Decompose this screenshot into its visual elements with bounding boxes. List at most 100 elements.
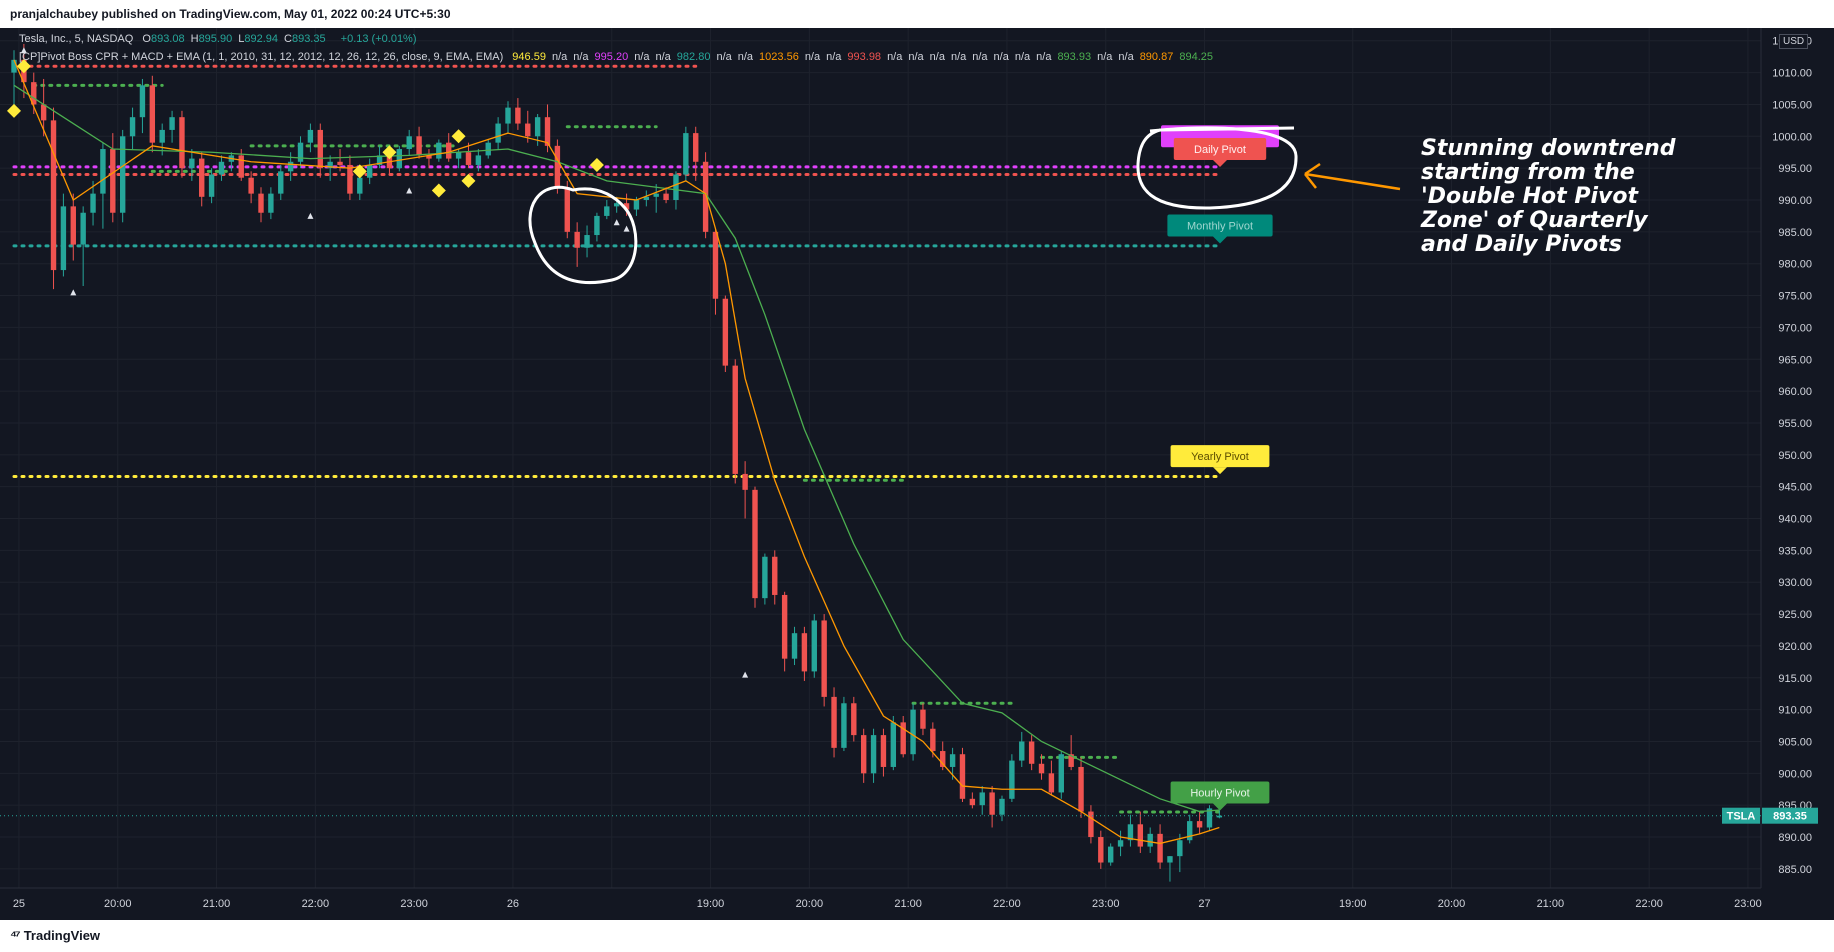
- tradingview-logo[interactable]: ⁴⁷ TradingView: [10, 927, 100, 943]
- indicator-value: n/a: [804, 51, 821, 63]
- diamond-marker: [16, 59, 31, 74]
- price-tick-label: 905.00: [1778, 736, 1812, 748]
- candle-body: [208, 174, 215, 197]
- ema-fast-line: [13, 59, 1220, 845]
- candle-body: [475, 155, 482, 165]
- price-tick-label: 990.00: [1778, 195, 1812, 207]
- pivot-label-box: [1173, 138, 1267, 161]
- legend-row-symbol: Tesla, Inc., 5, NASDAQ O893.08 H895.90 L89…: [19, 33, 423, 45]
- triangle-marker: [623, 225, 630, 232]
- candle-body: [564, 187, 570, 232]
- candle-body: [880, 735, 887, 767]
- candle-body: [416, 136, 422, 156]
- candle-body: [1187, 821, 1193, 841]
- candle-body: [940, 751, 946, 767]
- candle-body: [801, 633, 808, 672]
- arrow-drawing: [1304, 162, 1401, 191]
- indicator-value: n/a: [908, 51, 924, 63]
- candle-body: [50, 120, 57, 271]
- candle-body: [683, 133, 689, 175]
- candle-body: [396, 149, 403, 169]
- candle-body: [495, 123, 501, 143]
- candle-body: [860, 735, 867, 774]
- time-tick-label: 19:00: [1339, 898, 1367, 910]
- candle-body: [327, 161, 333, 169]
- price-tick-label: 980.00: [1778, 259, 1812, 271]
- time-axis: [0, 888, 1834, 920]
- candle-body: [357, 177, 363, 194]
- candle-body: [712, 231, 719, 299]
- candle-body: [1177, 840, 1183, 857]
- candle-body: [1157, 833, 1163, 863]
- price-tick-label: 1000.00: [1772, 131, 1812, 143]
- price-axis: [1761, 28, 1834, 888]
- pivot-label-box: [1170, 781, 1270, 804]
- time-tick-label: 23:00: [400, 898, 428, 910]
- candle-body: [604, 206, 610, 216]
- time-tick-label: 22:00: [302, 898, 330, 910]
- candle-body: [1048, 773, 1055, 793]
- candle-body: [890, 722, 897, 767]
- candle-body: [831, 696, 837, 748]
- candle-body: [149, 85, 156, 143]
- time-tick-label: 23:00: [1734, 898, 1762, 910]
- candle-body: [1216, 815, 1223, 818]
- candle-body: [693, 133, 699, 162]
- triangle-marker: [307, 212, 314, 219]
- time-tick-label: 22:00: [993, 898, 1021, 910]
- candle-body: [515, 107, 521, 124]
- price-tick-label: 1010.00: [1772, 68, 1812, 80]
- candle-body: [525, 123, 531, 137]
- candle-body: [485, 142, 491, 156]
- candle-body: [1088, 811, 1094, 838]
- currency-badge[interactable]: USD: [1779, 34, 1809, 49]
- candle-body: [841, 703, 847, 748]
- time-tick-label: 20:00: [1438, 898, 1466, 910]
- price-tick-label: 935.00: [1778, 545, 1812, 557]
- candle-body: [1009, 760, 1015, 799]
- indicator-value: n/a: [887, 51, 903, 63]
- candle-body: [1167, 856, 1173, 863]
- candle-body: [179, 117, 185, 169]
- candle-body: [1206, 808, 1213, 828]
- candle-body: [752, 489, 758, 599]
- candle-body: [870, 735, 877, 774]
- legend-close: 893.35: [291, 33, 326, 45]
- candle-body: [999, 798, 1005, 815]
- candle-body: [702, 161, 709, 232]
- candle-body: [455, 152, 462, 159]
- indicator-value: 995.20: [594, 51, 629, 63]
- legend-indicator[interactable]: [CP]Pivot Boss CPR + MACD + EMA (1, 1, 2…: [19, 51, 504, 63]
- candle-body: [11, 59, 17, 73]
- indicator-value: n/a: [929, 51, 945, 63]
- pivot-label: Monthly Pivot: [1187, 220, 1253, 232]
- candle-body: [31, 82, 37, 105]
- price-tick-label: 955.00: [1778, 418, 1812, 430]
- candle-body: [613, 203, 620, 207]
- candle-body: [910, 709, 916, 755]
- last-price-marker: TSLA 893.35: [0, 807, 1818, 824]
- indicator-value: 993.98: [847, 51, 882, 63]
- indicator-value: 946.59: [512, 51, 546, 63]
- candle-body: [297, 142, 304, 162]
- indicator-value: 1023.56: [759, 51, 799, 63]
- candle-body: [337, 161, 343, 165]
- time-tick-label: 25: [13, 898, 25, 910]
- candle-body: [673, 174, 679, 200]
- indicator-value: n/a: [1036, 51, 1052, 63]
- last-price-box: [1762, 807, 1818, 824]
- candle-body: [920, 709, 926, 729]
- candle-body: [426, 155, 432, 159]
- price-tick-label: 950.00: [1778, 450, 1812, 462]
- candle-body: [534, 117, 541, 137]
- candle-body: [287, 161, 294, 172]
- candle-body: [959, 754, 966, 799]
- candle-body: [821, 620, 827, 697]
- tradingview-logo-icon: ⁴⁷: [10, 927, 21, 943]
- annotation-text: Stunning downtrend starting from the 'Do…: [1421, 136, 1676, 257]
- legend-high: 895.90: [198, 33, 233, 45]
- indicator-value: n/a: [737, 51, 754, 63]
- candle-body: [653, 193, 659, 197]
- price-tick-label: 970.00: [1778, 322, 1812, 334]
